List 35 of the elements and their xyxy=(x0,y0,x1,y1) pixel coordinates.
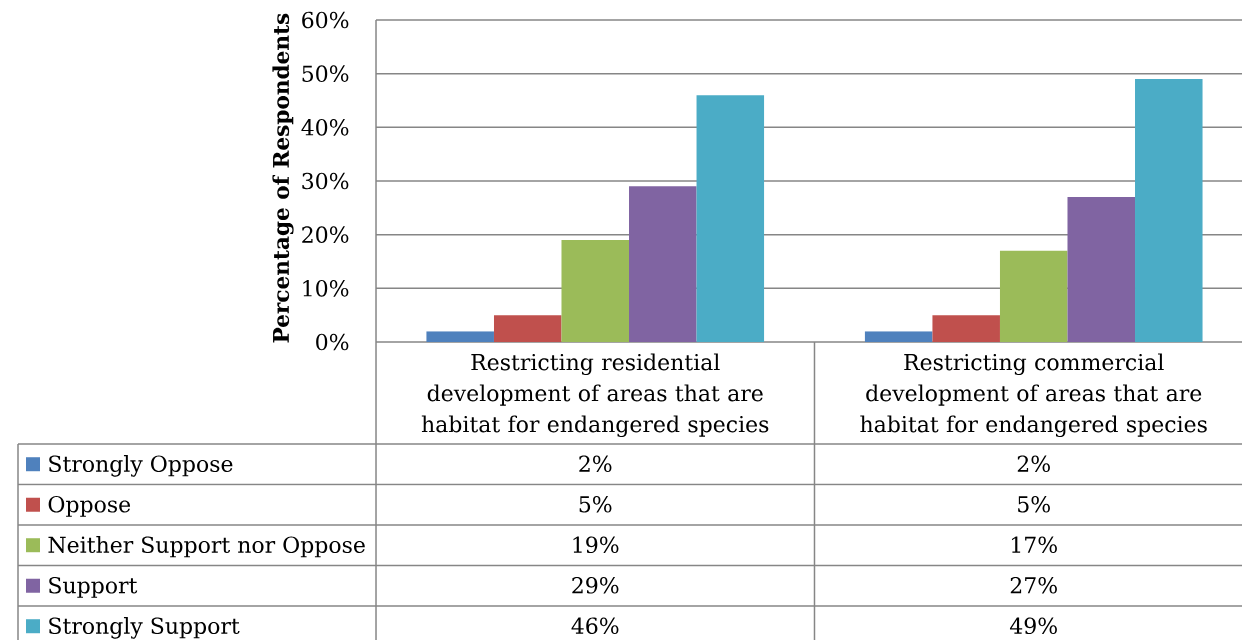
legend-label: Neither Support nor Oppose xyxy=(48,536,365,558)
bar xyxy=(696,95,765,342)
data-label: 17% xyxy=(1011,536,1057,554)
x-tick-label: Restricting commercial development of areas that are habitat for endangered species xyxy=(860,353,1207,437)
bar xyxy=(932,315,1000,342)
data-label: 46% xyxy=(571,617,619,635)
data-label: 49% xyxy=(1009,617,1057,635)
data-label: 5% xyxy=(1018,495,1050,513)
bar xyxy=(426,331,494,342)
data-label: 19% xyxy=(573,536,619,554)
y-tick-label: 50% xyxy=(302,65,349,82)
y-tick-label: 20% xyxy=(302,226,349,243)
y-tick-label: 40% xyxy=(301,119,349,136)
bar xyxy=(999,250,1068,342)
x-tick-label: Restricting residential development of areas that are habitat for endangered species xyxy=(421,353,769,437)
bar xyxy=(629,186,697,342)
bar xyxy=(561,240,630,342)
data-label: 5% xyxy=(579,495,612,513)
y-tick-label: 30% xyxy=(302,172,349,190)
y-tick-label: 60% xyxy=(302,11,349,29)
y-axis-title: Percentage of Respondents xyxy=(272,13,294,343)
bar xyxy=(1135,79,1203,342)
legend-label: Support xyxy=(49,576,138,598)
data-label: 27% xyxy=(1010,576,1057,594)
legend-label: Strongly Oppose xyxy=(49,455,233,477)
legend-label: Oppose xyxy=(48,495,131,517)
y-tick-label: 0% xyxy=(316,333,349,351)
bar xyxy=(493,315,562,342)
y-tick-label: 10% xyxy=(303,280,349,297)
bar xyxy=(1067,197,1136,342)
bar xyxy=(864,331,933,342)
data-label: 2% xyxy=(1017,455,1050,473)
data-label: 2% xyxy=(579,455,612,473)
legend-label: Strongly Support xyxy=(49,617,240,639)
data-label: 29% xyxy=(572,576,619,594)
